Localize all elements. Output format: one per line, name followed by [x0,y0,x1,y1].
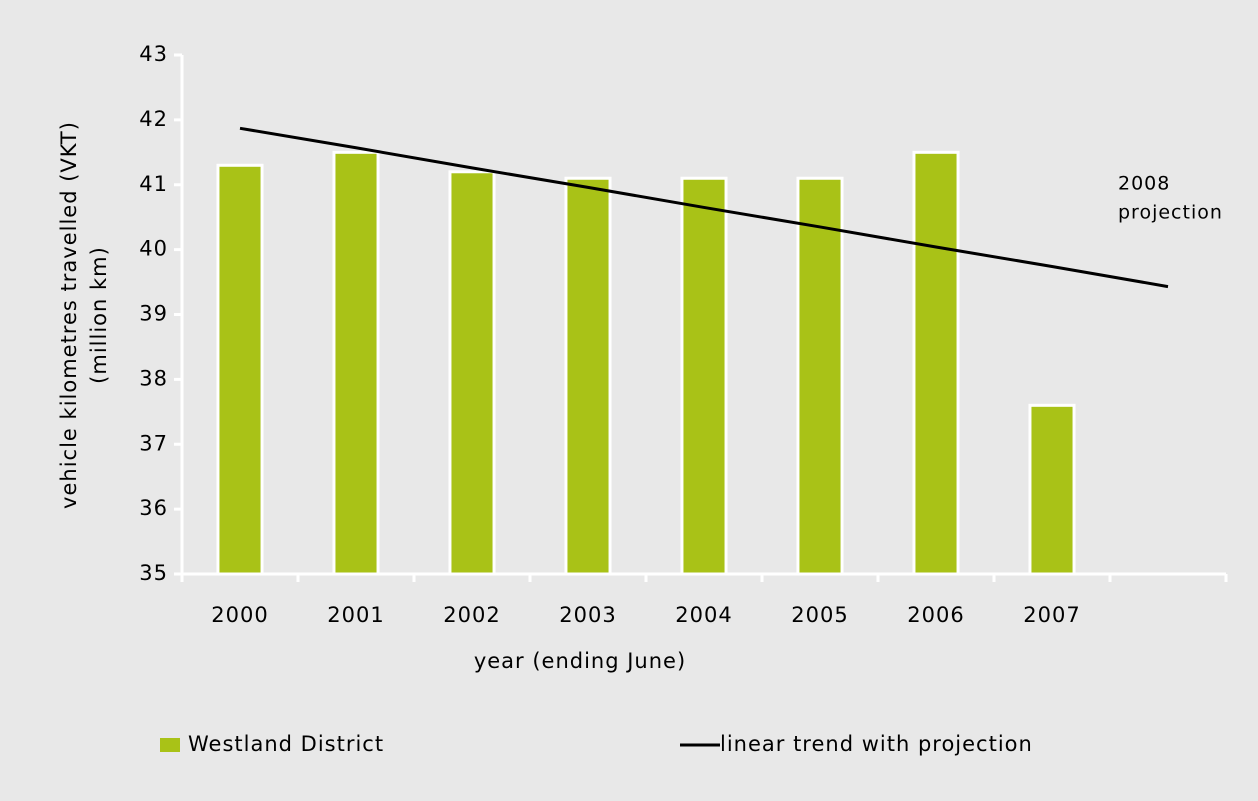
bar [796,176,844,576]
trend-line [239,126,1169,289]
legend-label: Westland District [188,732,384,756]
x-tick-label: 2000 [211,603,268,627]
x-tick-label: 2002 [443,603,500,627]
bar [216,163,264,576]
bar [332,150,380,576]
bar [1028,403,1076,576]
bar [680,176,728,576]
bar [912,150,960,576]
x-tick-label: 2005 [791,603,848,627]
x-tick-label: 2004 [675,603,732,627]
y-tick-label: 40 [139,237,168,261]
y-tick-label: 37 [139,431,168,455]
legend-swatch [160,738,180,752]
y-tick-label: 38 [139,366,168,390]
y-tick-label: 39 [139,302,168,326]
y-tick-label: 42 [139,107,168,131]
y-tick-label: 35 [139,561,168,585]
x-tick-label: 2006 [907,603,964,627]
x-tick-label: 2007 [1023,603,1080,627]
bar [564,176,612,576]
y-axis-title: vehicle kilometres travelled (VKT) (mill… [57,121,111,509]
bar [448,170,496,576]
y-tick-label: 36 [139,496,168,520]
annotation: projection [1118,202,1223,224]
y-tick-label: 43 [139,42,168,66]
x-tick-label: 2001 [327,603,384,627]
x-tick-label: 2003 [559,603,616,627]
annotation: 2008 [1118,173,1170,195]
y-axis-title-line: (million km) [87,246,111,384]
legend-label: linear trend with projection [720,732,1033,756]
y-tick-label: 41 [139,172,168,196]
y-axis-title-line: vehicle kilometres travelled (VKT) [57,121,81,509]
x-axis-title: year (ending June) [474,649,686,673]
